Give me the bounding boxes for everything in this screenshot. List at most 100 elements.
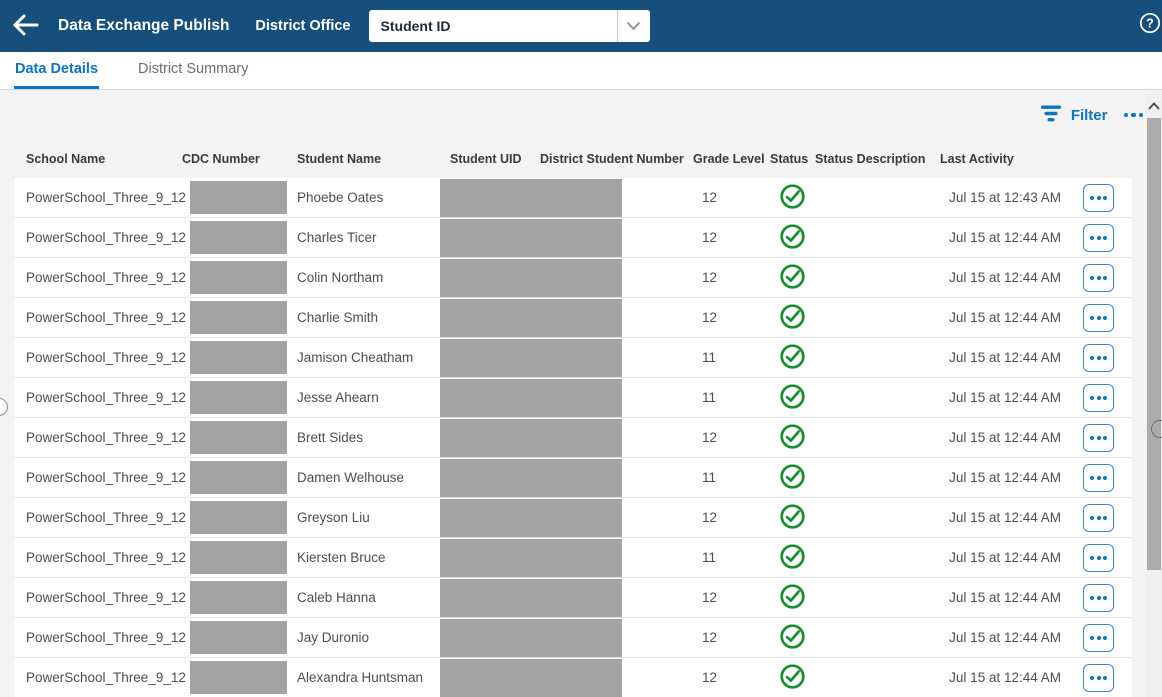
row-actions-button[interactable] <box>1083 383 1114 412</box>
cell-school-name: PowerSchool_Three_9_12 <box>26 230 186 245</box>
scroll-up-button[interactable] <box>1146 95 1162 115</box>
cell-school-name: PowerSchool_Three_9_12 <box>26 510 186 525</box>
row-actions-button[interactable] <box>1083 463 1114 492</box>
row-actions-button[interactable] <box>1083 303 1114 332</box>
cell-cdc-number <box>182 621 297 654</box>
check-circle-icon <box>779 183 806 213</box>
cell-actions <box>1065 503 1132 532</box>
cell-cdc-number <box>182 381 297 414</box>
redacted-cdc-number <box>190 541 287 574</box>
table-row: PowerSchool_Three_9_12 Phoebe Oates 12 J… <box>14 178 1132 218</box>
column-header-district-student-number: District Student Number <box>540 152 684 166</box>
redacted-student-uid <box>440 498 622 537</box>
check-circle-icon <box>779 303 806 333</box>
more-options-button[interactable] <box>1123 109 1143 122</box>
ellipsis-icon <box>1090 475 1107 480</box>
redacted-student-uid <box>440 538 622 577</box>
check-circle-icon <box>779 223 806 253</box>
row-actions-button[interactable] <box>1083 423 1114 452</box>
cell-student-name: Alexandra Huntsman <box>297 670 424 685</box>
cell-status <box>770 623 815 653</box>
table-row: PowerSchool_Three_9_12 Damen Welhouse 11… <box>14 458 1132 498</box>
redacted-student-uid <box>440 418 622 457</box>
cell-status <box>770 503 815 533</box>
redacted-cdc-number <box>190 181 287 214</box>
cell-school-name: PowerSchool_Three_9_12 <box>26 350 186 365</box>
row-actions-button[interactable] <box>1083 623 1114 652</box>
redacted-student-uid <box>440 258 622 297</box>
redacted-student-uid <box>440 578 622 617</box>
redacted-cdc-number <box>190 661 287 694</box>
cell-actions <box>1065 543 1132 572</box>
cell-status <box>770 583 815 613</box>
redacted-cdc-number <box>190 261 287 294</box>
help-button[interactable]: ? <box>1139 12 1161 34</box>
check-circle-icon <box>779 543 806 573</box>
table-row: PowerSchool_Three_9_12 Charlie Smith 12 … <box>14 298 1132 338</box>
ellipsis-icon <box>1090 395 1107 400</box>
row-actions-button[interactable] <box>1083 543 1114 572</box>
cell-student-name: Jesse Ahearn <box>297 390 379 405</box>
column-header-school-name: School Name <box>26 152 106 166</box>
redacted-cdc-number <box>190 461 287 494</box>
cell-student-uid <box>440 498 622 537</box>
cell-last-activity: Jul 15 at 12:44 AM <box>949 230 1061 245</box>
table-row: PowerSchool_Three_9_12 Charles Ticer 12 … <box>14 218 1132 258</box>
cell-status <box>770 343 815 373</box>
row-actions-button[interactable] <box>1083 343 1114 372</box>
category-dropdown[interactable]: Student ID <box>368 10 650 42</box>
cell-status <box>770 183 815 213</box>
cell-cdc-number <box>182 181 297 214</box>
filter-button[interactable]: Filter <box>1040 104 1108 127</box>
right-edge-scroll-handle[interactable] <box>1151 420 1162 438</box>
cell-grade-level: 12 <box>702 230 718 245</box>
cell-student-name: Brett Sides <box>297 430 364 445</box>
cell-grade-level: 12 <box>702 590 718 605</box>
row-actions-button[interactable] <box>1083 583 1114 612</box>
check-circle-icon <box>779 463 806 493</box>
cell-last-activity: Jul 15 at 12:44 AM <box>949 590 1061 605</box>
redacted-student-uid <box>440 618 622 657</box>
cell-student-name: Colin Northam <box>297 270 384 285</box>
table-row: PowerSchool_Three_9_12 Jesse Ahearn 11 J… <box>14 378 1132 418</box>
tab-district-summary[interactable]: District Summary <box>138 61 249 77</box>
column-header-last-activity: Last Activity <box>940 152 1014 166</box>
main-content: Filter School Name CDC Number Student Na… <box>0 90 1162 697</box>
cell-student-uid <box>440 338 622 377</box>
filter-icon <box>1040 104 1062 127</box>
cell-school-name: PowerSchool_Three_9_12 <box>26 270 186 285</box>
ellipsis-icon <box>1090 355 1107 360</box>
cell-actions <box>1065 583 1132 612</box>
back-button[interactable] <box>12 12 42 40</box>
cell-cdc-number <box>182 661 297 694</box>
ellipsis-icon <box>1090 555 1107 560</box>
cell-actions <box>1065 623 1132 652</box>
cell-last-activity: Jul 15 at 12:44 AM <box>949 390 1061 405</box>
row-actions-button[interactable] <box>1083 503 1114 532</box>
tab-data-details[interactable]: Data Details <box>14 52 100 89</box>
cell-student-name: Jamison Cheatham <box>297 350 414 365</box>
cell-school-name: PowerSchool_Three_9_12 <box>26 470 186 485</box>
cell-actions <box>1065 383 1132 412</box>
column-header-cdc-number: CDC Number <box>182 152 260 166</box>
cell-student-name: Damen Welhouse <box>297 470 405 485</box>
vertical-scrollbar[interactable] <box>1146 95 1162 697</box>
scrollbar-thumb[interactable] <box>1147 118 1161 570</box>
cell-school-name: PowerSchool_Three_9_12 <box>26 430 186 445</box>
cell-student-name: Jay Duronio <box>297 630 370 645</box>
row-actions-button[interactable] <box>1083 663 1114 692</box>
redacted-cdc-number <box>190 301 287 334</box>
row-actions-button[interactable] <box>1083 223 1114 252</box>
arrow-left-icon <box>12 13 40 40</box>
row-actions-button[interactable] <box>1083 183 1114 212</box>
cell-student-uid <box>440 458 622 497</box>
cell-grade-level: 12 <box>702 310 718 325</box>
cell-school-name: PowerSchool_Three_9_12 <box>26 630 186 645</box>
cell-student-uid <box>440 658 622 697</box>
cell-status <box>770 423 815 453</box>
context-title: District Office <box>255 18 351 34</box>
redacted-cdc-number <box>190 421 287 454</box>
row-actions-button[interactable] <box>1083 263 1114 292</box>
cell-student-uid <box>440 538 622 577</box>
cell-student-uid <box>440 618 622 657</box>
